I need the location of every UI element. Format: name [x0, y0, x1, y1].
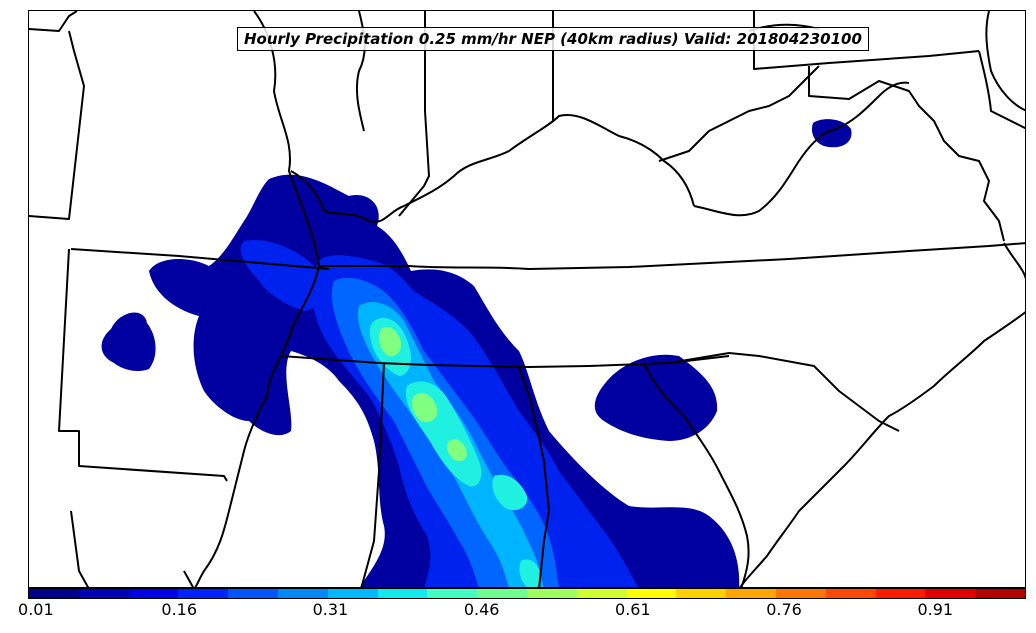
colorbar-tick-label: 0.01	[18, 600, 54, 619]
colorbar-segment	[29, 589, 79, 598]
colorbar-segment	[128, 589, 179, 598]
precip-layer-green	[379, 326, 467, 461]
colorbar-tick-label: 0.76	[766, 600, 802, 619]
colorbar-tick-label: 0.31	[312, 600, 349, 619]
colorbar-segment	[228, 589, 278, 598]
colorbar-segment	[576, 589, 627, 598]
colorbar-segment	[526, 589, 577, 598]
colorbar-segment	[875, 589, 926, 598]
colorbar-segment	[427, 589, 478, 598]
colorbar-segment	[825, 589, 876, 598]
colorbar-tick-label: 0.46	[463, 600, 500, 619]
political-boundaries	[29, 11, 1025, 587]
colorbar-segment	[626, 589, 677, 598]
colorbar-segment	[277, 589, 328, 598]
colorbar-segment	[676, 589, 727, 598]
colorbar-segment	[377, 589, 428, 598]
colorbar-tick-label: 0.16	[161, 600, 198, 619]
map-canvas	[29, 11, 1025, 587]
colorbar	[28, 588, 1026, 599]
colorbar-ticks: 0.01 0.16 0.31 0.46 0.61 0.76 0.91	[18, 600, 1026, 630]
colorbar-segment	[477, 589, 527, 598]
colorbar-segment	[775, 589, 826, 598]
colorbar-segment	[925, 589, 976, 598]
colorbar-segment	[78, 589, 129, 598]
colorbar-tick-label: 0.61	[615, 600, 651, 619]
map-title: Hourly Precipitation 0.25 mm/hr NEP (40k…	[237, 27, 869, 51]
colorbar-segment	[178, 589, 229, 598]
colorbar-segment	[327, 589, 378, 598]
colorbar-segment	[975, 589, 1025, 598]
precip-map: Hourly Precipitation 0.25 mm/hr NEP (40k…	[28, 10, 1026, 588]
colorbar-segment	[726, 589, 776, 598]
colorbar-tick-label: 0.91	[917, 600, 954, 619]
